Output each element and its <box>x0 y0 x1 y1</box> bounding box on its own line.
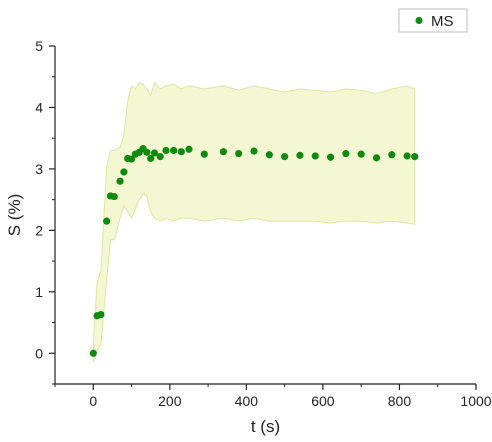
data-point <box>177 148 185 156</box>
data-point <box>326 153 335 161</box>
x-tick-label: 800 <box>388 393 412 409</box>
x-tick-label: 200 <box>158 393 182 409</box>
y-tick-label: 4 <box>35 99 43 115</box>
data-point <box>103 217 111 225</box>
data-point <box>281 153 289 161</box>
y-tick-label: 0 <box>35 345 43 361</box>
y-tick-label: 3 <box>35 161 43 177</box>
y-axis-label: S (%) <box>5 194 24 237</box>
legend-marker <box>415 16 423 25</box>
data-point <box>219 148 227 156</box>
legend-label: MS <box>431 13 454 30</box>
data-point <box>311 152 319 160</box>
data-point <box>156 153 164 161</box>
confidence-band <box>92 81 416 363</box>
data-point <box>250 147 258 155</box>
data-point <box>296 151 304 159</box>
data-point <box>150 149 159 157</box>
axes: 0 200 400 600 800 1000 0 1 2 3 4 5 t (s) S (%) <box>5 38 492 436</box>
data-point <box>265 151 273 159</box>
y-tick-label: 5 <box>35 38 43 54</box>
x-axis-label: t (s) <box>251 417 280 436</box>
y-tick-label: 1 <box>35 284 43 300</box>
x-tick-label: 1000 <box>460 393 491 409</box>
legend-box <box>398 8 468 33</box>
x-tick-label: 600 <box>311 393 335 409</box>
data-points <box>89 145 419 357</box>
x-ticks: 0 200 400 600 800 1000 <box>54 384 492 409</box>
data-point <box>235 149 243 158</box>
data-point <box>342 149 350 158</box>
data-point <box>89 349 97 357</box>
data-point <box>170 146 178 155</box>
data-point <box>200 150 208 158</box>
x-tick-label: 0 <box>89 393 97 409</box>
data-point <box>143 148 151 156</box>
legend: MS <box>398 8 468 33</box>
data-point <box>110 192 118 201</box>
data-point <box>411 153 419 161</box>
data-point <box>185 145 193 153</box>
data-point <box>162 146 170 155</box>
data-point <box>388 151 396 159</box>
data-point <box>97 310 105 319</box>
data-point <box>127 155 136 163</box>
data-point <box>147 154 155 163</box>
data-point <box>120 168 128 176</box>
data-point <box>403 152 411 160</box>
data-point <box>357 150 365 158</box>
y-tick-label: 2 <box>35 222 43 238</box>
band-area <box>92 81 416 363</box>
x-tick-label: 400 <box>235 393 259 409</box>
y-ticks: 0 1 2 3 4 5 <box>35 38 55 385</box>
data-point <box>372 154 381 162</box>
data-point <box>116 177 124 185</box>
